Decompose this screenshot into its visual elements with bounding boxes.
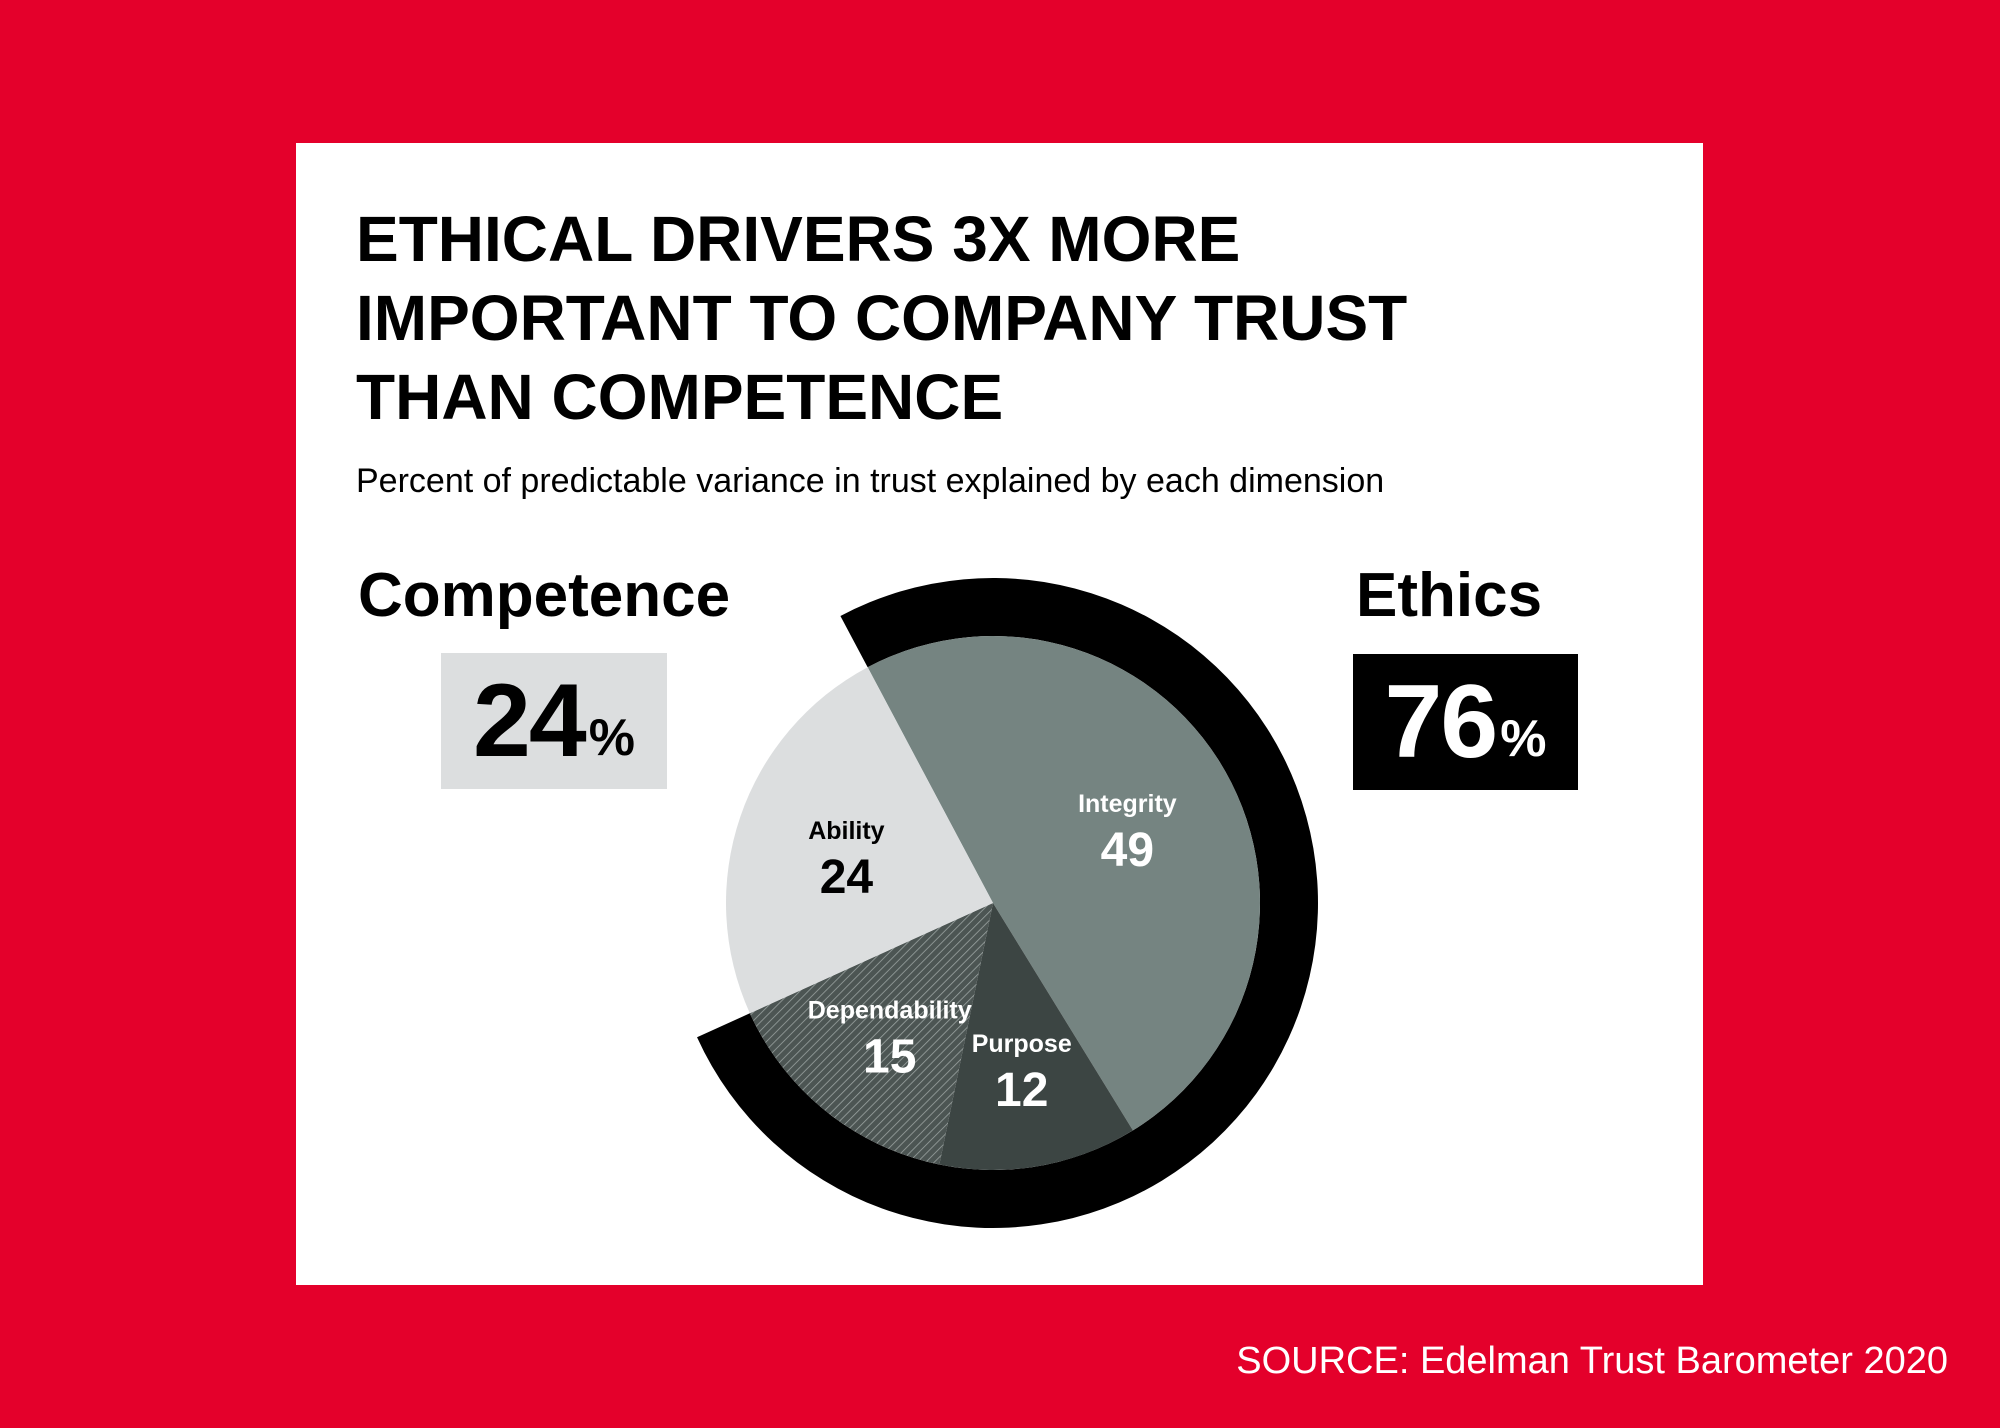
pie-slice-purpose <box>939 903 1133 1170</box>
ethics-percent-box: 76% <box>1353 654 1578 790</box>
chart-title: ETHICAL DRIVERS 3X MORE IMPORTANT TO COM… <box>356 200 1556 437</box>
slice-value-purpose: 12 <box>995 1064 1048 1117</box>
slice-label-ability: Ability <box>808 817 884 845</box>
pie-slice-integrity <box>867 636 1260 1131</box>
title-line-3: THAN COMPETENCE <box>356 361 1004 433</box>
title-line-1: ETHICAL DRIVERS 3X MORE <box>356 203 1241 275</box>
competence-label: Competence <box>358 561 731 630</box>
pie-slice-dependability <box>749 903 993 1165</box>
slice-value-integrity: 49 <box>1101 824 1154 877</box>
pie-slice-ability <box>726 667 993 1014</box>
competence-percent-sign: % <box>588 709 635 767</box>
source-note: SOURCE: Edelman Trust Barometer 2020 <box>1236 1340 1948 1382</box>
competence-percent-box: 24% <box>441 653 667 789</box>
slice-label-integrity: Integrity <box>1078 790 1177 818</box>
chart-subtitle: Percent of predictable variance in trust… <box>356 462 1385 500</box>
slice-label-purpose: Purpose <box>972 1030 1072 1058</box>
ethics-label: Ethics <box>1356 561 1543 630</box>
slice-value-ability: 24 <box>820 851 874 904</box>
title-line-2: IMPORTANT TO COMPANY TRUST <box>356 282 1408 354</box>
slice-value-dependability: 15 <box>863 1030 916 1083</box>
slice-label-dependability: Dependability <box>808 996 972 1024</box>
ethics-percent-value: 76 <box>1384 663 1499 780</box>
ethics-percent-sign: % <box>1500 710 1547 768</box>
competence-percent-value: 24 <box>473 662 587 779</box>
